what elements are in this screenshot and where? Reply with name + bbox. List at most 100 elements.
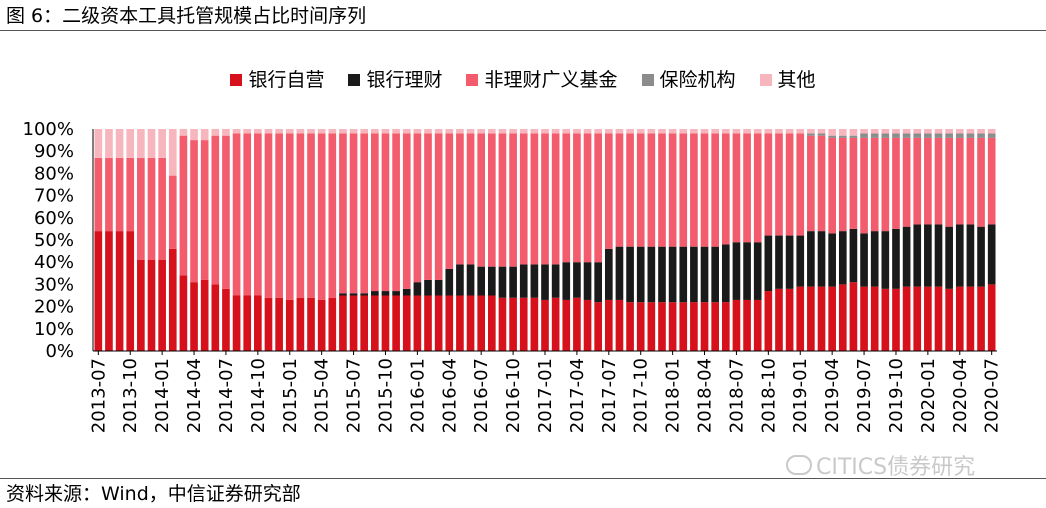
bottom-rule — [0, 478, 1046, 479]
bar-segment-1 — [966, 224, 975, 287]
bar-segment-0 — [466, 295, 475, 351]
bar-segment-4 — [371, 129, 379, 134]
bar-segment-0 — [317, 299, 326, 351]
bar-segment-4 — [413, 129, 422, 134]
x-tick-label: 2019-04 — [822, 358, 843, 433]
bar-segment-1 — [987, 224, 996, 285]
bar-segment-4 — [987, 129, 996, 134]
bar-segment-3 — [892, 133, 900, 138]
bar-segment-1 — [360, 293, 369, 296]
bar-segment-4 — [881, 129, 890, 134]
bar-segment-2 — [275, 133, 283, 298]
bar-segment-0 — [498, 297, 507, 351]
x-tick-label: 2018-01 — [663, 358, 684, 433]
bar-segment-3 — [870, 133, 879, 138]
bar-segment-0 — [902, 286, 911, 351]
bar-segment-4 — [222, 129, 230, 136]
bar-segment-2 — [690, 133, 698, 247]
bar-segment-0 — [764, 291, 773, 351]
bar-segment-4 — [402, 129, 411, 134]
bar-segment-2 — [785, 133, 794, 236]
bar-segment-2 — [838, 137, 847, 232]
bar-segment-2 — [743, 133, 751, 243]
bar-segment-0 — [200, 279, 209, 351]
bar-segment-4 — [509, 129, 517, 134]
bar-segment-4 — [456, 129, 464, 134]
bar-segment-4 — [307, 129, 315, 134]
bar-segment-2 — [721, 133, 730, 245]
bar-segment-2 — [966, 137, 975, 225]
bar-segment-4 — [796, 129, 805, 134]
bar-segment-4 — [317, 129, 326, 134]
bar-segment-4 — [349, 129, 358, 134]
top-rule — [0, 30, 1046, 31]
bar-segment-4 — [711, 129, 719, 134]
bar-segment-1 — [424, 279, 432, 296]
bar-segment-1 — [775, 235, 783, 289]
bar-segment-2 — [381, 133, 390, 292]
x-tick-label: 2016-10 — [503, 358, 524, 433]
bar-segment-2 — [168, 175, 177, 249]
bar-segment-4 — [775, 129, 783, 134]
x-tick-label: 2020-01 — [918, 358, 939, 433]
bar-segment-2 — [764, 133, 773, 236]
bar-segment-4 — [466, 129, 475, 134]
bar-segment-4 — [615, 129, 624, 134]
bar-segment-4 — [870, 129, 879, 134]
bar-segment-0 — [647, 302, 656, 351]
bar-segment-4 — [647, 129, 656, 134]
bar-segment-0 — [838, 284, 847, 351]
bar-segment-1 — [892, 228, 900, 289]
bar-segment-3 — [945, 133, 953, 138]
bar-segment-1 — [924, 224, 932, 287]
bar-segment-2 — [647, 133, 656, 247]
bar-segment-1 — [371, 291, 379, 296]
bar-segment-4 — [743, 129, 751, 134]
watermark-text: CITICS债券研究 — [816, 455, 976, 480]
bar-segment-2 — [264, 133, 273, 298]
bar-segment-4 — [924, 129, 932, 134]
bar-segment-0 — [732, 299, 741, 351]
bar-segment-0 — [509, 297, 517, 351]
bar-segment-1 — [764, 235, 773, 292]
bar-segment-2 — [487, 133, 496, 267]
y-tick-label: 50% — [34, 230, 74, 251]
bar-segment-4 — [211, 129, 220, 136]
bar-segment-1 — [626, 246, 634, 303]
bar-segment-2 — [551, 133, 560, 265]
bar-segment-1 — [445, 268, 454, 296]
bar-segment-1 — [955, 224, 964, 287]
bar-segment-2 — [924, 137, 932, 225]
bar-segment-2 — [881, 137, 890, 232]
bar-segment-2 — [402, 133, 411, 289]
bar-segment-4 — [700, 129, 709, 134]
bar-segment-1 — [721, 244, 730, 303]
watermark: CITICS债券研究 — [786, 449, 975, 481]
bar-segment-0 — [285, 299, 294, 351]
bar-segment-4 — [541, 129, 549, 134]
bar-segment-4 — [679, 129, 688, 134]
bar-segment-2 — [615, 133, 624, 247]
bar-segment-4 — [955, 129, 964, 134]
bar-segment-2 — [604, 133, 613, 249]
bar-segment-2 — [679, 133, 688, 247]
y-tick-label: 30% — [34, 274, 74, 295]
bar-segment-1 — [658, 246, 666, 303]
bar-segment-4 — [658, 129, 666, 134]
bar-segment-4 — [254, 129, 262, 134]
bar-segment-0 — [817, 286, 826, 351]
x-tick-label: 2017-10 — [631, 358, 652, 433]
bar-segment-4 — [381, 129, 390, 134]
bar-segment-4 — [434, 129, 443, 134]
bar-segment-1 — [573, 262, 581, 298]
bar-segment-4 — [105, 129, 113, 158]
bar-segment-2 — [392, 133, 400, 292]
bar-segment-1 — [870, 231, 879, 287]
bar-segment-0 — [456, 295, 464, 351]
bar-segment-2 — [317, 133, 326, 300]
bar-segment-2 — [424, 133, 432, 280]
bar-segment-4 — [583, 129, 592, 134]
bar-segment-0 — [413, 295, 422, 351]
bar-segment-0 — [264, 297, 273, 351]
bar-segment-4 — [849, 129, 858, 136]
